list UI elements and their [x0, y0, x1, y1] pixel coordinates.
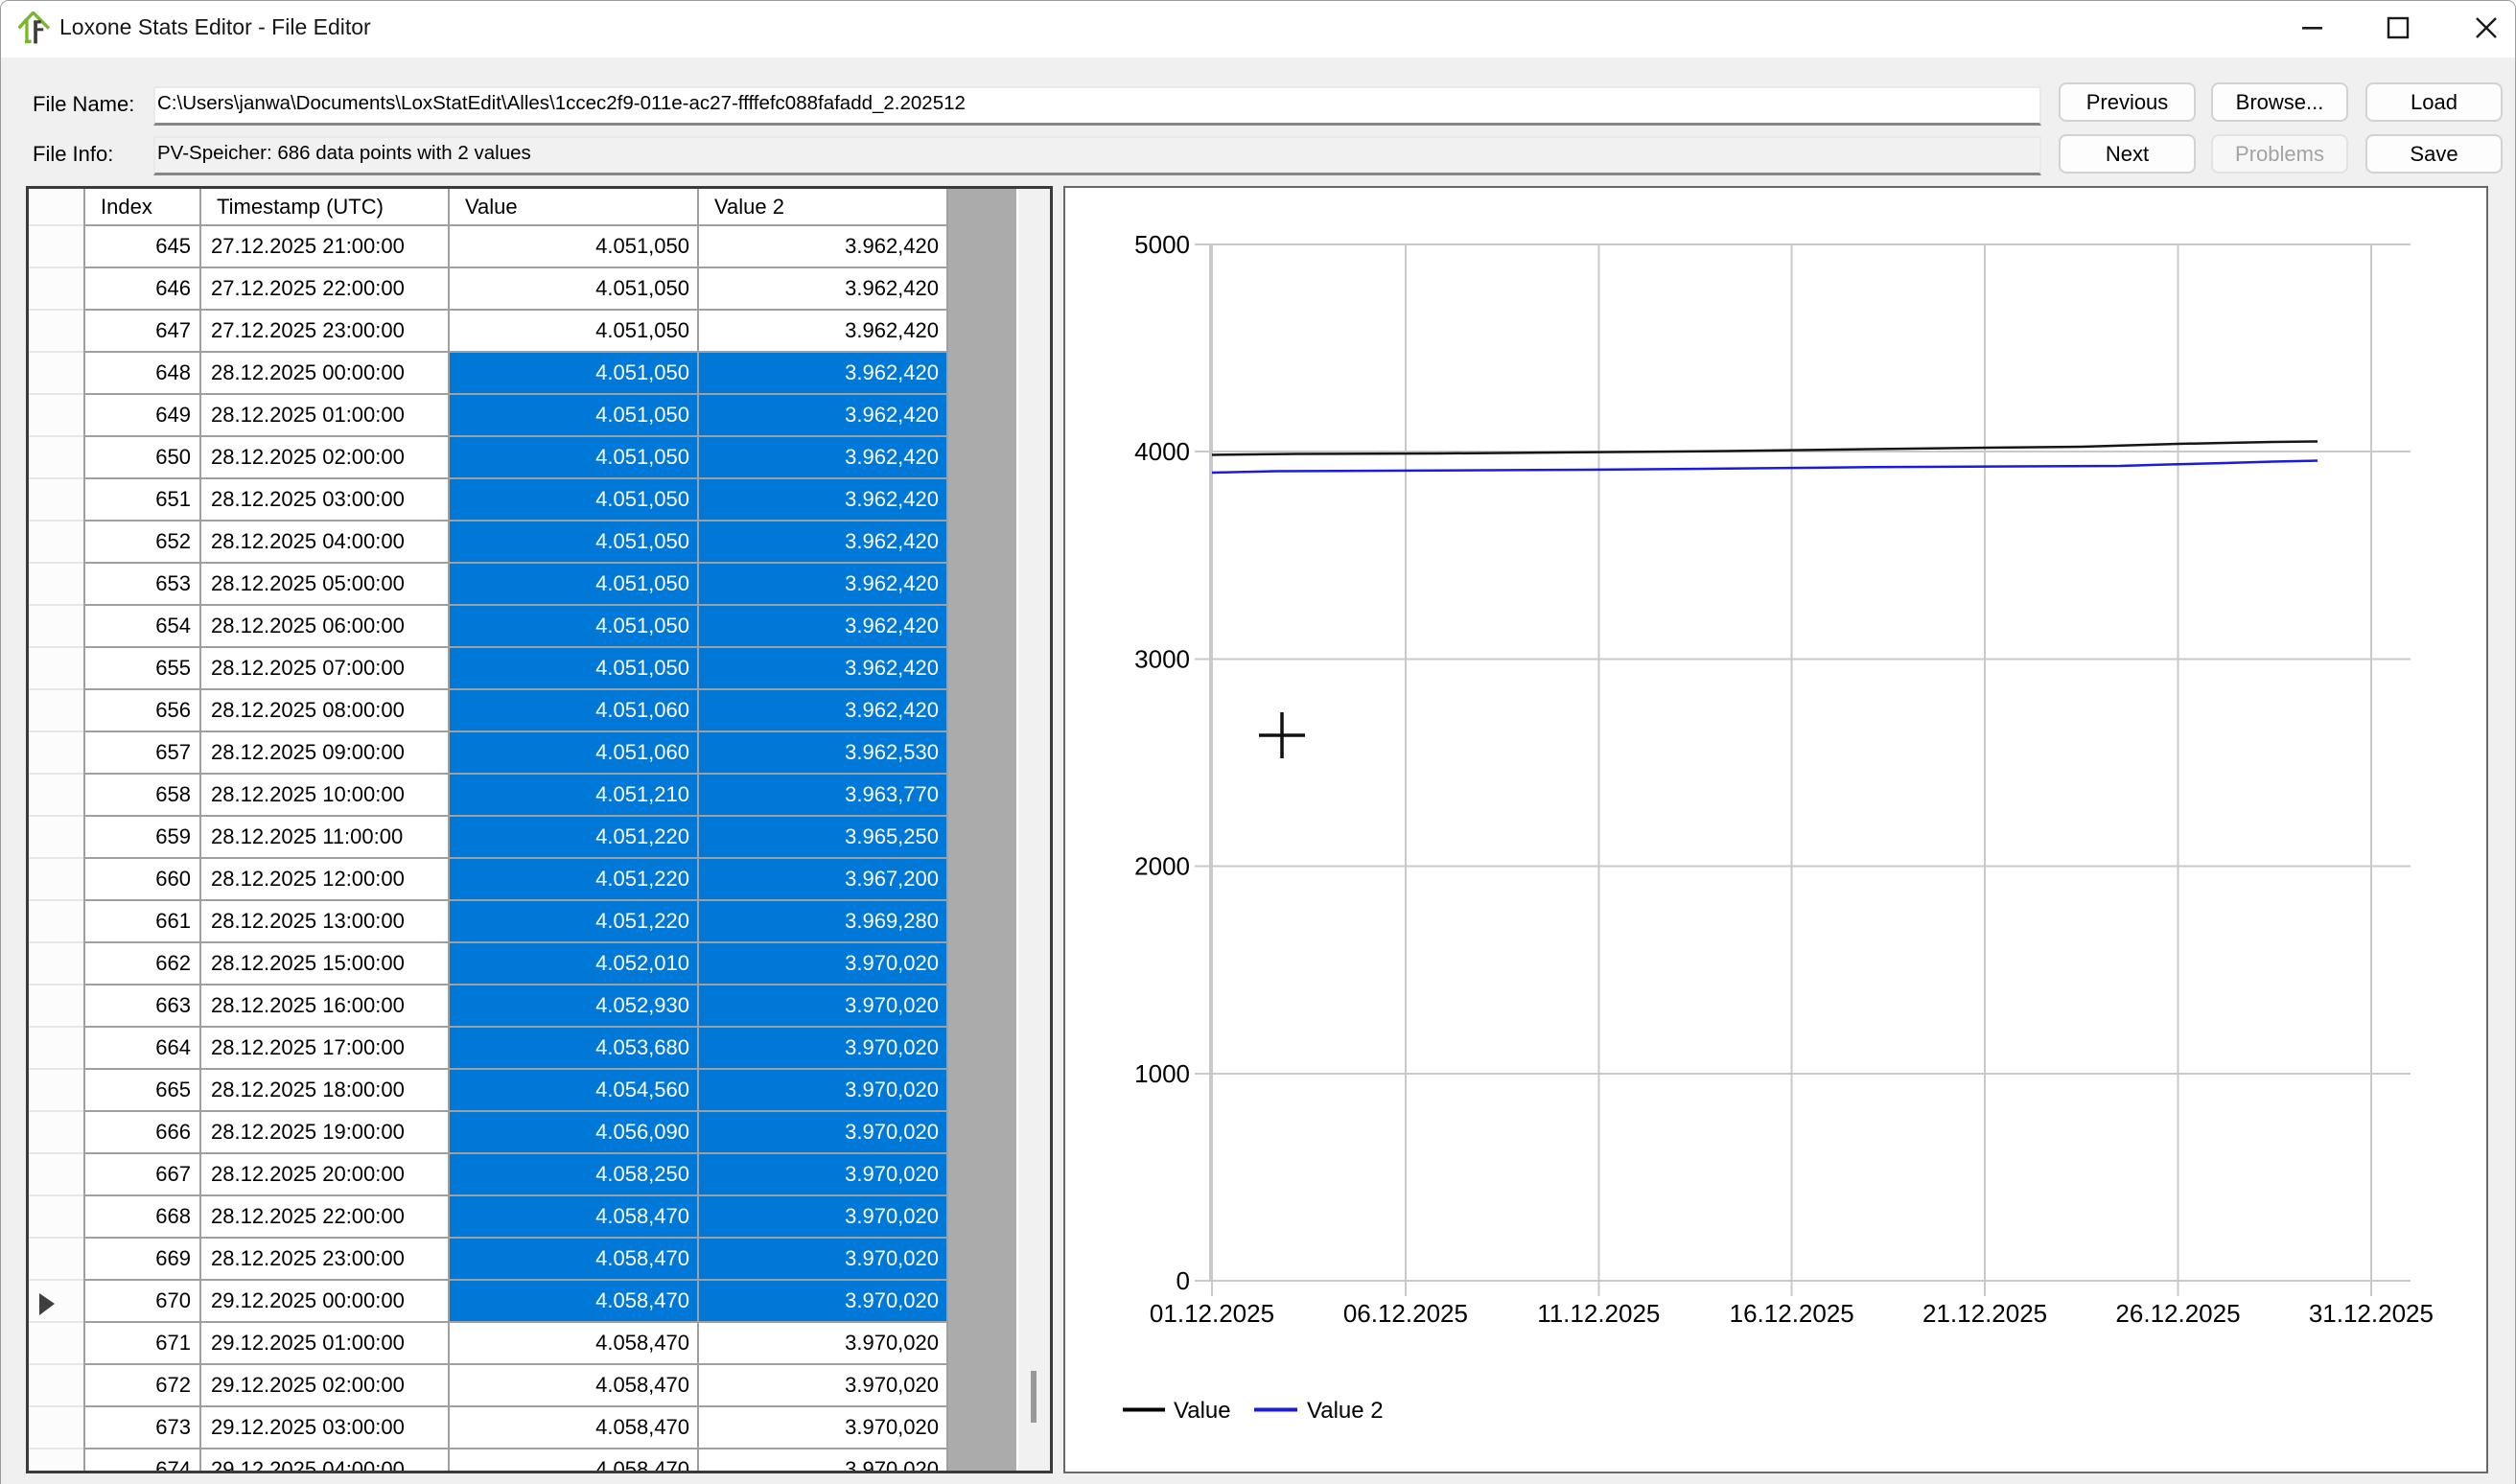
svg-text:31.12.2025: 31.12.2025	[2309, 1299, 2434, 1328]
svg-text:06.12.2025: 06.12.2025	[1343, 1299, 1468, 1328]
svg-text:Value 2: Value 2	[1307, 1398, 1384, 1424]
svg-text:3000: 3000	[1134, 644, 1190, 673]
svg-text:21.12.2025: 21.12.2025	[1922, 1299, 2047, 1328]
svg-text:Value: Value	[1174, 1398, 1231, 1424]
svg-text:1000: 1000	[1134, 1059, 1190, 1088]
svg-text:5000: 5000	[1134, 230, 1190, 259]
svg-text:01.12.2025: 01.12.2025	[1150, 1299, 1274, 1328]
svg-text:2000: 2000	[1134, 852, 1190, 881]
svg-text:26.12.2025: 26.12.2025	[2115, 1299, 2240, 1328]
svg-text:4000: 4000	[1134, 437, 1190, 466]
svg-text:11.12.2025: 11.12.2025	[1537, 1299, 1660, 1328]
svg-text:16.12.2025: 16.12.2025	[1730, 1299, 1854, 1328]
svg-text:0: 0	[1176, 1266, 1190, 1295]
